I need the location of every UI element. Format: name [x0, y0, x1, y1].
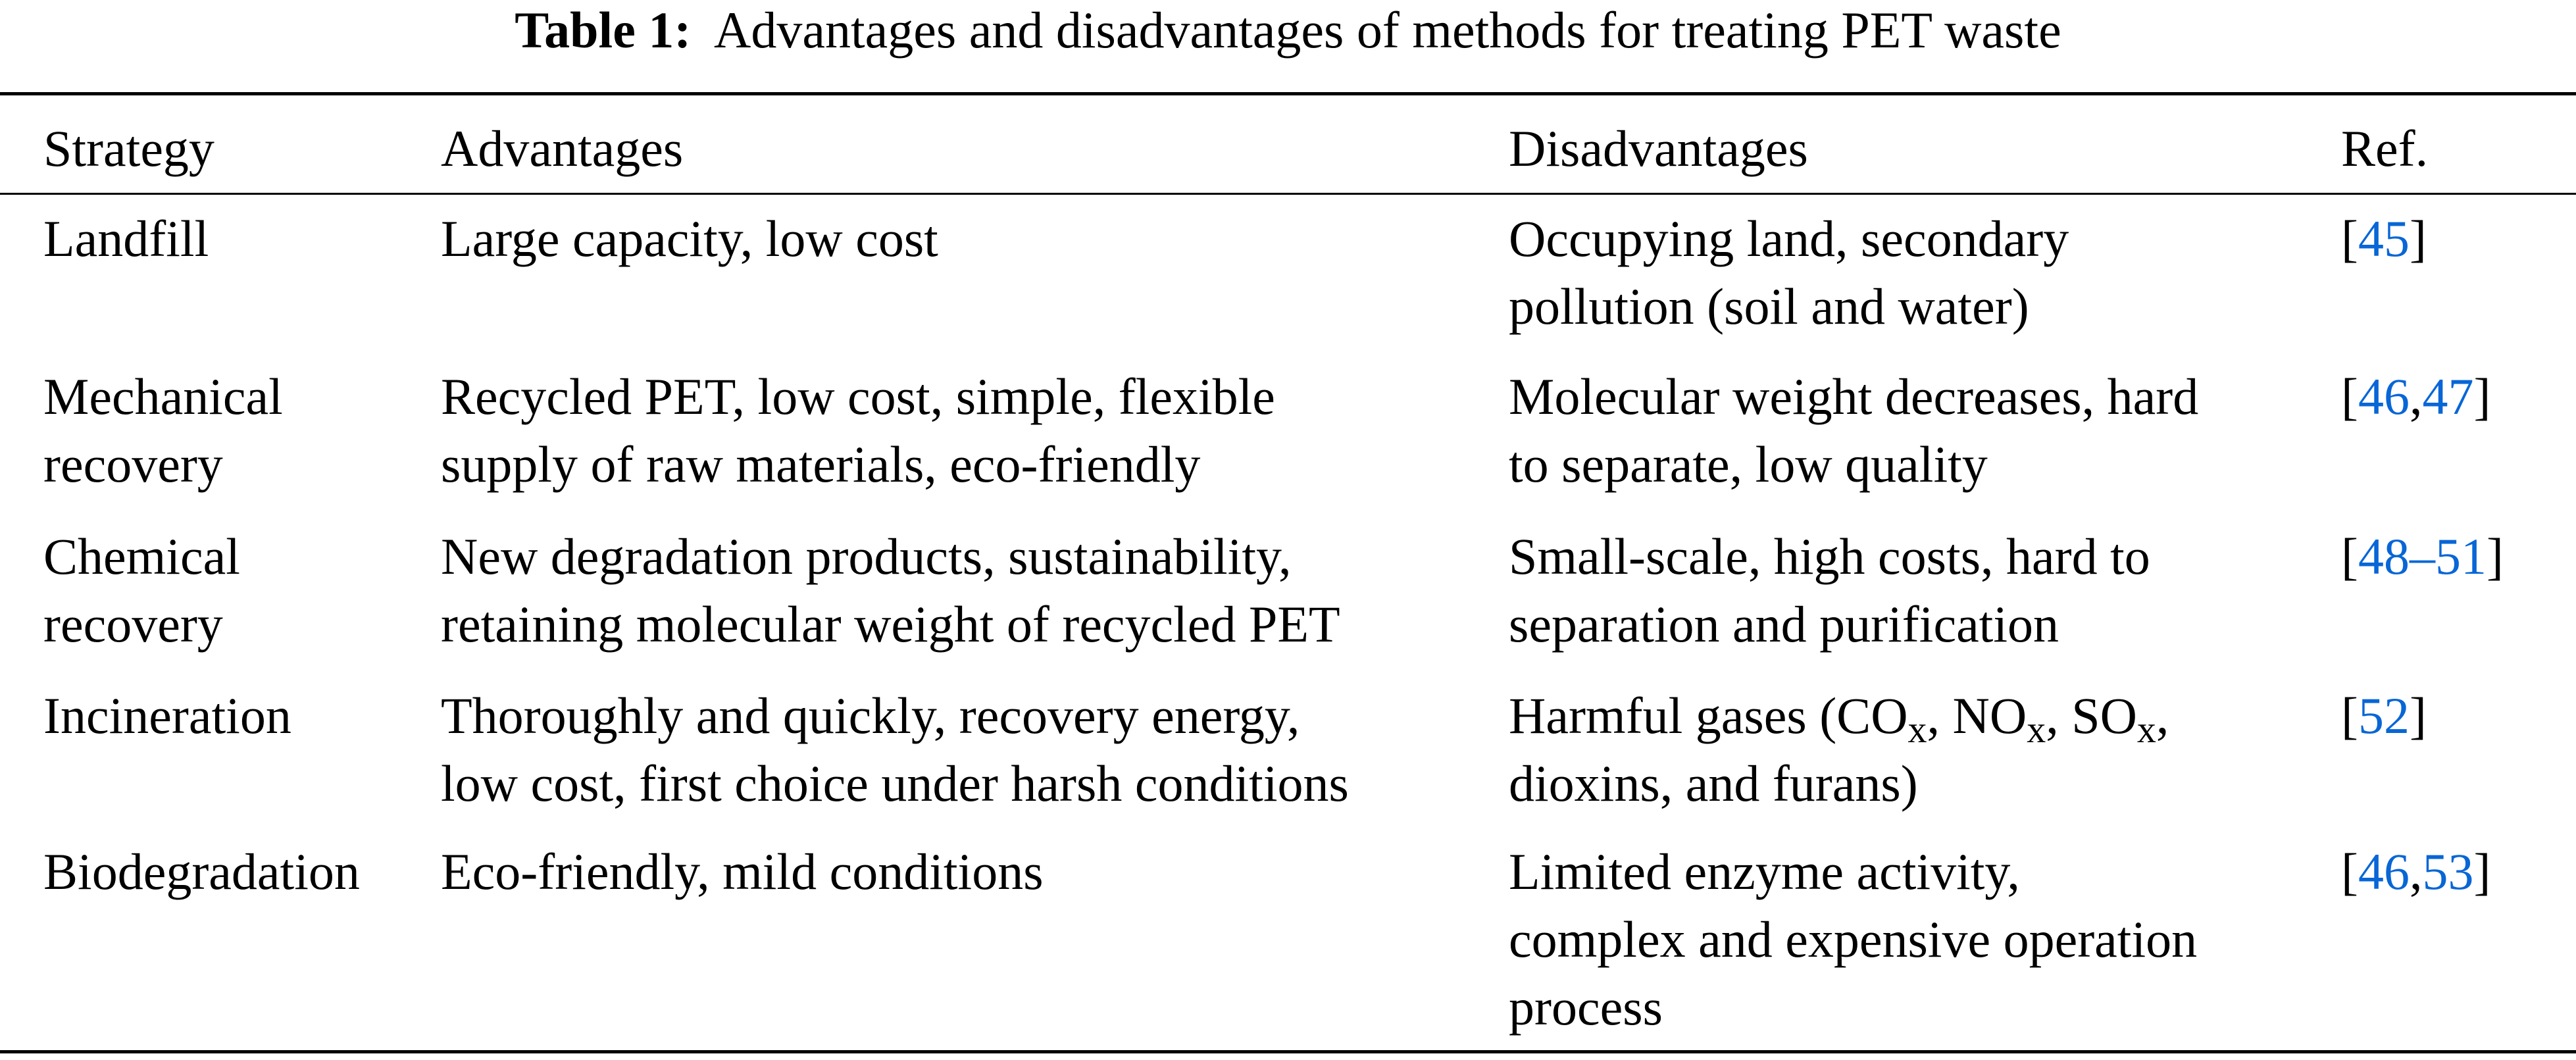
bottom-rule — [0, 1050, 2576, 1053]
cell-advantages: Thoroughly and quickly, recovery energy,… — [441, 682, 1349, 817]
reference-link[interactable]: 46 — [2358, 843, 2410, 900]
cell-line: low cost, first choice under harsh condi… — [441, 755, 1349, 812]
cell-ref: [46,53] — [2341, 843, 2491, 900]
cell-disadvantages: Limited enzyme activity, complex and expe… — [1509, 838, 2197, 1041]
subscript: x — [2027, 708, 2046, 751]
cell-advantages: Eco-friendly, mild conditions — [441, 838, 1044, 905]
cell-line: Small-scale, high costs, hard to — [1509, 528, 2150, 585]
cell-disadvantages: Harmful gases (COx, NOx, SOx, dioxins, an… — [1509, 682, 2169, 817]
cell-line: dioxins, and furans) — [1509, 755, 1918, 812]
reference-link[interactable]: 48–51 — [2358, 528, 2487, 585]
top-rule — [0, 92, 2576, 95]
cell-ref: [46,47] — [2341, 368, 2491, 425]
reference-link[interactable]: 53 — [2422, 843, 2474, 900]
cell-strategy: Incineration — [43, 682, 291, 749]
cell-line: Biodegradation — [43, 843, 360, 900]
cell-line: Recycled PET, low cost, simple, flexible — [441, 368, 1275, 425]
cell-disadvantages: Occupying land, secondary pollution (soil… — [1509, 205, 2069, 340]
header-advantages: Advantages — [441, 120, 684, 177]
cell-line: New degradation products, sustainability… — [441, 528, 1292, 585]
header-disadvantages: Disadvantages — [1509, 120, 1808, 177]
reference-link[interactable]: 46 — [2358, 368, 2410, 425]
subscript: x — [2136, 708, 2156, 751]
cell-line: supply of raw materials, eco-friendly — [441, 436, 1201, 493]
cell-line: Mechanical — [43, 368, 283, 425]
reference-link[interactable]: 52 — [2358, 687, 2410, 744]
cell-line: Limited enzyme activity, — [1509, 843, 2020, 900]
cell-line: recovery — [43, 436, 223, 493]
cell-line: process — [1509, 978, 1663, 1036]
cell-advantages: New degradation products, sustainability… — [441, 522, 1340, 658]
subscript: x — [1907, 708, 1927, 751]
cell-line: Eco-friendly, mild conditions — [441, 843, 1044, 900]
reference-link[interactable]: 45 — [2358, 210, 2410, 267]
cell-line: Molecular weight decreases, hard — [1509, 368, 2199, 425]
cell-ref: [52] — [2341, 687, 2427, 744]
cell-disadvantages: Small-scale, high costs, hard to separati… — [1509, 522, 2150, 658]
cell-strategy: Chemical recovery — [43, 522, 240, 658]
cell-ref: [48–51] — [2341, 528, 2504, 585]
cell-line: Large capacity, low cost — [441, 210, 938, 267]
header-strategy: Strategy — [43, 120, 215, 177]
cell-line: to separate, low quality — [1509, 436, 1988, 493]
cell-advantages: Recycled PET, low cost, simple, flexible… — [441, 363, 1275, 498]
cell-disadvantages: Molecular weight decreases, hard to separ… — [1509, 363, 2198, 498]
cell-line: separation and purification — [1509, 595, 2059, 653]
cell-line: recovery — [43, 595, 223, 653]
cell-line: Occupying land, secondary — [1509, 210, 2069, 267]
cell-strategy: Landfill — [43, 205, 209, 272]
caption-text: Advantages and disadvantages of methods … — [714, 1, 2061, 59]
cell-line: Chemical — [43, 528, 240, 585]
table-caption: Table 1: Advantages and disadvantages of… — [0, 0, 2576, 61]
cell-line: retaining molecular weight of recycled P… — [441, 595, 1340, 653]
header-rule — [0, 193, 2576, 195]
cell-line: Harmful gases (COx, NOx, SOx, — [1509, 687, 2169, 751]
cell-line: complex and expensive operation — [1509, 911, 2198, 968]
cell-advantages: Large capacity, low cost — [441, 205, 938, 272]
header-ref: Ref. — [2341, 120, 2429, 177]
cell-line: pollution (soil and water) — [1509, 278, 2029, 335]
caption-label: Table 1: — [515, 1, 692, 59]
cell-strategy: Mechanical recovery — [43, 363, 283, 498]
cell-line: Thoroughly and quickly, recovery energy, — [441, 687, 1300, 744]
cell-ref: [45] — [2341, 210, 2427, 267]
reference-link[interactable]: 47 — [2422, 368, 2474, 425]
cell-strategy: Biodegradation — [43, 838, 360, 905]
cell-line: Landfill — [43, 210, 209, 267]
cell-line: Incineration — [43, 687, 291, 744]
